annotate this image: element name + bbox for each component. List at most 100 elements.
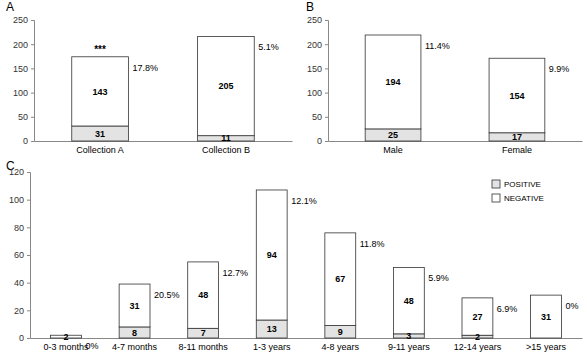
x-tick: 1-3 years <box>253 338 291 352</box>
percent-label: 11.8% <box>360 239 385 249</box>
chart-root: A050100150200250Collection ACollection B… <box>0 0 587 364</box>
x-axis: Male Female <box>329 141 583 155</box>
panel: C0204060801001200-3 months4-7 months8-11… <box>6 159 583 352</box>
bar-segment <box>119 284 150 327</box>
y-tick-label: 250 <box>13 15 28 25</box>
y-axis: 0 50 100 150 200 250 <box>13 15 35 146</box>
percent-label: 0% <box>565 301 578 311</box>
bar-segment <box>462 298 493 335</box>
x-tick-label: 12-14 years <box>454 342 502 352</box>
bar-segment <box>256 320 287 338</box>
y-tick: 200 <box>307 40 328 50</box>
y-tick: 250 <box>307 15 328 25</box>
x-tick-label: >15 years <box>526 342 566 352</box>
y-tick-mark <box>27 227 30 228</box>
y-tick-mark <box>325 141 328 142</box>
bar-segment <box>531 295 562 338</box>
bar-segment <box>119 327 150 338</box>
y-tick-label: 150 <box>307 64 322 74</box>
legend-label: NEGATIVE <box>504 194 544 203</box>
y-tick-label: 40 <box>14 278 24 288</box>
data-label: 8 <box>132 328 137 338</box>
data-label: 17 <box>512 132 522 142</box>
data-label: 27 <box>472 312 482 322</box>
bar-segment <box>365 35 421 129</box>
y-tick-label: 200 <box>307 40 322 50</box>
y-tick-label: 250 <box>307 15 322 25</box>
bar-segment <box>72 126 129 141</box>
y-tick: 60 <box>14 250 30 260</box>
y-tick-mark <box>325 20 328 21</box>
y-tick-label: 100 <box>13 88 28 98</box>
data-label: 2 <box>63 332 68 342</box>
legend-swatch <box>492 194 500 202</box>
x-tick-label: 0-3 months <box>43 342 89 352</box>
x-tick: 4-8 years <box>322 338 360 352</box>
annotation: *** <box>94 44 106 55</box>
bar-segment <box>489 58 545 133</box>
y-tick-label: 0 <box>23 136 28 146</box>
y-tick-label: 150 <box>13 64 28 74</box>
y-tick: 100 <box>307 88 328 98</box>
y-tick-label: 0 <box>317 136 322 146</box>
y-tick: 200 <box>13 40 34 50</box>
y-tick-mark <box>325 117 328 118</box>
y-tick-mark <box>31 93 34 94</box>
x-tick: Male <box>383 141 403 155</box>
x-tick-label: 1-3 years <box>253 342 291 352</box>
x-tick-label: Collection A <box>76 145 124 155</box>
y-tick: 120 <box>9 167 30 177</box>
y-tick: 150 <box>13 64 34 74</box>
data-label: 94 <box>267 250 277 260</box>
y-tick: 0 <box>317 136 328 146</box>
panel: A050100150200250Collection ACollection B… <box>6 0 293 155</box>
x-tick-label: 8-11 months <box>178 342 228 352</box>
y-tick: 150 <box>307 64 328 74</box>
y-tick-mark <box>325 68 328 69</box>
percent-label: 17.8% <box>132 63 158 73</box>
data-label: 2 <box>475 332 480 342</box>
y-tick-label: 20 <box>14 306 24 316</box>
x-tick: 4-7 months <box>112 338 158 352</box>
panel: B050100150200250MaleFemale251719415411.4… <box>306 0 583 155</box>
x-tick: Collection A <box>76 141 124 155</box>
y-tick-label: 50 <box>18 112 28 122</box>
x-axis-line <box>31 338 583 339</box>
y-tick: 100 <box>13 88 34 98</box>
percent-label: 0% <box>85 341 98 351</box>
y-tick: 250 <box>13 15 34 25</box>
y-tick: 40 <box>14 278 30 288</box>
percent-label: 9.9% <box>549 64 570 74</box>
y-tick: 80 <box>14 223 30 233</box>
data-label: 9 <box>338 327 343 337</box>
y-axis-line <box>325 21 329 142</box>
panel-title: A <box>6 0 14 14</box>
y-axis: 0 50 100 150 200 250 <box>307 15 329 146</box>
bar-segment <box>198 36 255 135</box>
y-tick-mark <box>31 20 34 21</box>
y-tick-label: 100 <box>9 195 24 205</box>
data-labels: 87139322314894674827310%20.5%12.7%12.1%1… <box>63 196 578 351</box>
bars <box>365 35 545 141</box>
x-tick-label: Male <box>383 145 403 155</box>
data-label: 11 <box>221 133 231 143</box>
bars <box>51 190 562 338</box>
y-tick: 50 <box>18 112 34 122</box>
data-label: 13 <box>267 324 277 334</box>
x-axis: 0-3 months 4-7 months 8-11 months 1-3 years… <box>31 338 583 352</box>
data-labels: 311114320517.8%5.1%*** <box>93 42 279 143</box>
x-tick-label: 4-7 months <box>112 342 158 352</box>
y-tick-label: 50 <box>312 112 322 122</box>
data-label: 48 <box>198 290 208 300</box>
data-label: 25 <box>388 130 398 140</box>
panel-title: B <box>306 0 314 14</box>
data-label: 3 <box>406 331 411 341</box>
bar-segment <box>72 57 129 126</box>
bar-segment <box>325 233 356 326</box>
percent-label: 12.1% <box>291 196 317 206</box>
y-axis-line <box>27 173 31 339</box>
x-tick-label: 9-11 years <box>388 342 430 352</box>
x-tick: Female <box>502 141 532 155</box>
y-axis-line <box>31 21 35 142</box>
data-label: 67 <box>335 274 345 284</box>
